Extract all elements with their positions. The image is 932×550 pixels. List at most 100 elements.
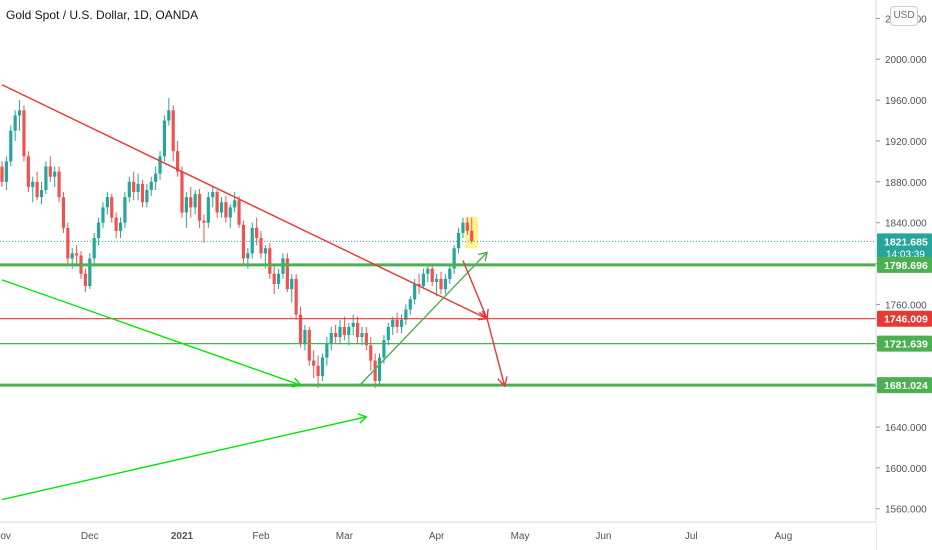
candle	[268, 243, 272, 279]
plot-background	[0, 0, 876, 522]
candle-body	[263, 248, 267, 254]
candle-body	[456, 232, 461, 249]
candle-body	[426, 268, 430, 274]
candle-body	[307, 329, 311, 361]
price-tag-green: 1721.639	[877, 335, 932, 352]
candle-body	[184, 197, 188, 213]
candle	[470, 217, 474, 244]
y-tick-label: 2000.000	[885, 55, 927, 66]
candle	[285, 253, 289, 293]
candle-body	[61, 197, 66, 228]
candle-body	[35, 181, 39, 198]
candle-body	[9, 130, 13, 162]
candle-body	[404, 309, 408, 320]
candle-body	[219, 202, 224, 213]
x-tick-label: Jul	[685, 531, 698, 542]
candle-body	[123, 197, 127, 223]
candle-body	[118, 222, 123, 231]
candle	[399, 314, 404, 334]
candle	[66, 222, 70, 264]
x-tick-label: Feb	[252, 531, 270, 542]
candle	[13, 110, 17, 141]
candle-body	[180, 171, 184, 213]
candle-body	[241, 224, 246, 259]
candle	[325, 337, 329, 366]
red-arrow-to-1746	[462, 260, 488, 319]
candle-body	[347, 326, 351, 336]
candle	[149, 176, 153, 197]
candle-body	[140, 183, 145, 203]
candle-body	[233, 200, 237, 208]
candle-body	[443, 278, 447, 290]
red-arrow-to-1681-head	[497, 376, 508, 388]
time-axis-bg	[0, 522, 876, 550]
candle-body	[22, 110, 26, 157]
currency-button[interactable]: USD	[890, 6, 918, 26]
candle-body	[136, 183, 140, 193]
candle-body	[66, 227, 70, 259]
candle	[184, 192, 188, 228]
red-arrow-to-1681	[486, 318, 506, 387]
candle-body	[110, 197, 114, 218]
candle-body	[386, 326, 390, 341]
candle-body	[316, 365, 320, 376]
candles-layer	[0, 0, 876, 522]
candle	[320, 353, 325, 382]
candle-body	[237, 200, 241, 225]
candle	[421, 268, 426, 290]
price-tag-red: 1746.009	[877, 310, 932, 327]
candle-body	[452, 248, 456, 269]
candle-body	[382, 340, 386, 358]
candle-body	[439, 278, 443, 290]
candle	[355, 316, 360, 344]
descending-trendline	[1, 84, 488, 320]
candle-body	[17, 110, 22, 116]
candle	[22, 105, 26, 162]
candle	[224, 196, 228, 223]
candle	[364, 326, 368, 351]
candle	[237, 196, 241, 228]
candle-body	[215, 192, 219, 213]
candle	[404, 304, 408, 325]
x-tick-label: Nov	[0, 531, 11, 542]
candle-body	[70, 253, 74, 259]
candle	[290, 273, 294, 303]
candle	[233, 192, 237, 213]
candle-body	[395, 319, 399, 327]
candle	[342, 316, 347, 341]
x-tick-label: Dec	[81, 531, 99, 542]
candle-body	[355, 322, 360, 338]
candle-body	[189, 197, 193, 208]
candle	[294, 273, 298, 320]
candle	[132, 171, 136, 201]
candle-body	[57, 171, 61, 198]
candle-body	[224, 202, 228, 218]
candle-body	[399, 319, 404, 327]
candle-body	[470, 230, 474, 242]
candle-body	[44, 166, 48, 191]
price-tag-countdown: 14:03:39	[886, 249, 925, 260]
candle-body	[154, 173, 158, 182]
candle	[329, 326, 333, 351]
price-tag-box	[877, 256, 932, 273]
candle-body	[276, 273, 281, 284]
candle	[114, 212, 118, 239]
candle-body	[158, 156, 162, 174]
time-axis[interactable]: Nov Dec 2021 Feb Mar Apr May Jun Jul Aug	[0, 521, 876, 550]
y-tick-label: 1920.000	[885, 137, 927, 148]
candle-body	[351, 322, 355, 327]
x-tick-label: Jun	[595, 531, 611, 542]
candle-body	[228, 207, 232, 218]
candle	[206, 192, 210, 228]
candle-body	[360, 333, 364, 338]
price-axis[interactable]: 2040.0002000.0001960.0001920.0001880.000…	[875, 0, 932, 550]
price-tag-green: 1798.696	[877, 256, 932, 273]
candle	[154, 166, 158, 191]
candle-body	[334, 333, 338, 338]
candle-body	[369, 345, 373, 361]
candle-body	[75, 253, 79, 256]
candle	[307, 326, 311, 366]
candle	[176, 140, 180, 177]
